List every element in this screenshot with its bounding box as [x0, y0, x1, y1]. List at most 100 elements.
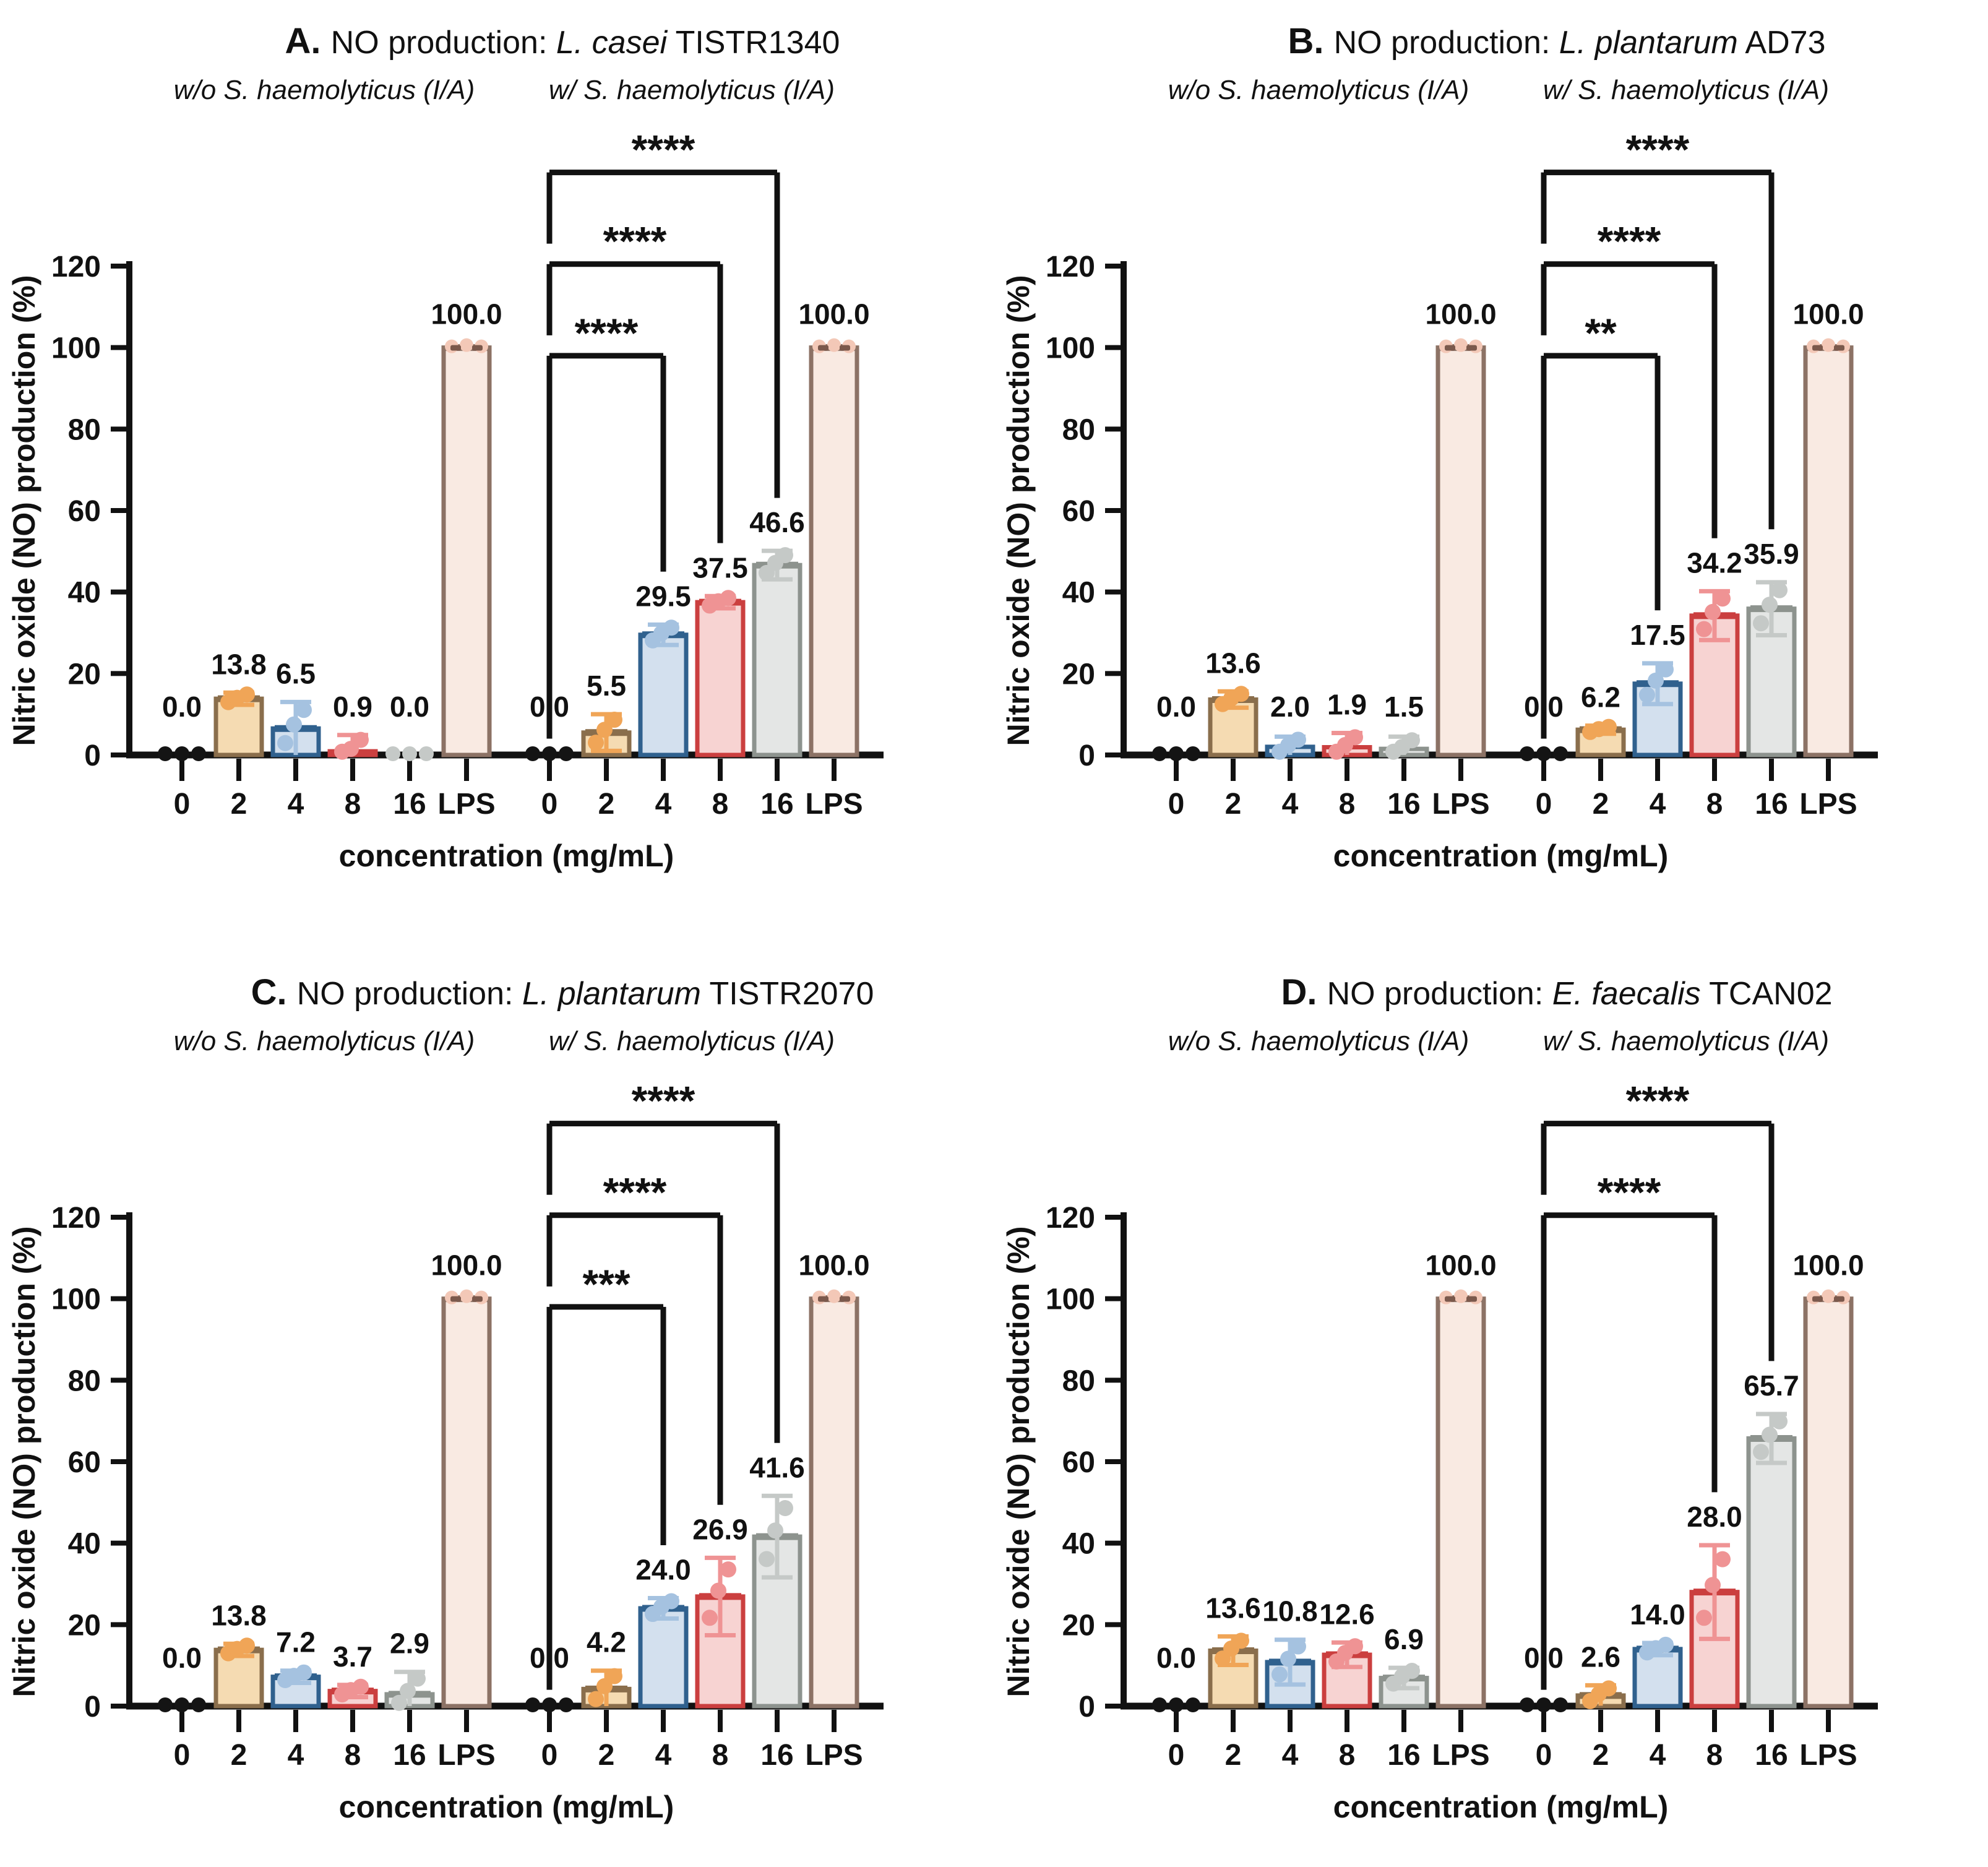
data-point — [419, 746, 434, 761]
value-label-with-8: 37.5 — [692, 551, 748, 584]
x-axis-title: concentration (mg/mL) — [339, 839, 674, 873]
lps-top-dash — [450, 345, 461, 351]
panel-C-chart: C. NO production: L. plantarum TISTR2070… — [7, 972, 884, 1824]
x-tick-label: 8 — [1706, 788, 1723, 821]
panel-c-no-production-l-plantarum-tistr2070: C. NO production: L. plantarum TISTR2070… — [2, 957, 991, 1867]
x-tick-label: 8 — [345, 788, 361, 821]
x-tick-label: 2 — [231, 1739, 247, 1772]
subtitle-with: w/ S. haemolyticus (I/A) — [549, 75, 835, 105]
panel-title: D. NO production: E. faecalis TCAN02 — [1281, 972, 1832, 1012]
value-label-with-4: 17.5 — [1630, 619, 1685, 651]
y-tick-label: 40 — [68, 577, 101, 610]
x-tick-label: 0 — [174, 788, 191, 821]
value-label-without-4: 10.8 — [1262, 1595, 1318, 1628]
data-point — [1762, 1426, 1778, 1443]
x-tick-label: 4 — [655, 788, 672, 821]
lps-top-dash — [1445, 345, 1455, 351]
value-label-without-2: 13.8 — [211, 648, 267, 680]
value-label-without-8: 12.6 — [1319, 1598, 1375, 1630]
lps-top-dash — [1834, 345, 1844, 351]
subtitle-without: w/o S. haemolyticus (I/A) — [174, 75, 475, 105]
x-tick-label: 4 — [655, 1739, 672, 1772]
value-label-without-8: 1.9 — [1327, 688, 1367, 720]
panel-a-no-production-l-casei: A. NO production: L. casei TISTR1340 w/o … — [2, 6, 991, 916]
data-point — [1280, 737, 1296, 754]
y-tick-label: 40 — [1062, 577, 1095, 610]
value-label-with-2: 5.5 — [587, 670, 626, 702]
data-point — [606, 712, 622, 728]
value-label-without-LPS: 100.0 — [431, 298, 502, 330]
data-point — [158, 1697, 173, 1712]
x-tick-label: 2 — [598, 788, 615, 821]
data-point — [229, 689, 245, 706]
data-point — [542, 746, 557, 761]
data-point — [1169, 746, 1184, 761]
y-tick-label: 100 — [51, 332, 101, 365]
panel-b-no-production-l-plantarum-ad73: B. NO production: L. plantarum AD73 w/o S… — [997, 6, 1986, 916]
data-point — [525, 1697, 540, 1712]
y-tick-label: 0 — [1078, 739, 1095, 772]
value-label-without-16: 2.9 — [390, 1628, 429, 1660]
value-label-with-LPS: 100.0 — [1792, 1249, 1864, 1282]
data-point — [559, 1697, 574, 1712]
x-tick-label: 16 — [1387, 1739, 1420, 1772]
data-point — [710, 1582, 726, 1599]
data-point — [767, 1522, 783, 1539]
data-point — [391, 1694, 407, 1711]
x-axis-title: concentration (mg/mL) — [1333, 1790, 1669, 1824]
data-point — [596, 722, 613, 738]
bar-with-LPS — [1803, 1296, 1854, 1709]
x-tick-label: 4 — [288, 1739, 304, 1772]
significance-stars: **** — [603, 218, 667, 264]
significance-stars: ** — [1585, 310, 1617, 356]
significance-stars: **** — [632, 127, 695, 173]
value-label-without-4: 2.0 — [1270, 691, 1310, 723]
value-label-with-8: 26.9 — [692, 1513, 748, 1545]
lps-top-dash — [1812, 1296, 1823, 1302]
y-axis-title: Nitric oxide (NO) production (%) — [1001, 275, 1036, 746]
data-point — [525, 746, 540, 761]
data-point — [1280, 1650, 1296, 1667]
value-label-with-LPS: 100.0 — [798, 1249, 869, 1282]
lps-top-dash — [472, 1296, 483, 1302]
data-point — [1394, 739, 1410, 756]
data-point — [827, 1289, 841, 1303]
x-tick-label: 0 — [1536, 1739, 1552, 1772]
panel-title: C. NO production: L. plantarum TISTR2070 — [251, 972, 874, 1012]
y-tick-label: 0 — [84, 1691, 101, 1723]
lps-top-dash — [1466, 1296, 1477, 1302]
x-tick-label: 2 — [1593, 1739, 1609, 1772]
value-label-without-16: 6.9 — [1384, 1623, 1424, 1655]
lps-top-dash — [1812, 345, 1823, 351]
bar-without-LPS — [1435, 345, 1486, 757]
data-point — [158, 746, 173, 761]
y-tick-label: 120 — [51, 251, 101, 283]
y-tick-label: 40 — [1062, 1528, 1095, 1561]
subtitle-without: w/o S. haemolyticus (I/A) — [1168, 1026, 1469, 1056]
x-tick-label: LPS — [1432, 788, 1489, 821]
x-tick-label: 16 — [760, 788, 793, 821]
data-point — [174, 1697, 189, 1712]
data-point — [606, 1668, 622, 1684]
x-tick-label: LPS — [805, 788, 863, 821]
y-tick-label: 20 — [68, 1609, 101, 1642]
subtitle-with: w/ S. haemolyticus (I/A) — [549, 1026, 835, 1056]
value-label-without-0: 0.0 — [162, 691, 202, 723]
subtitle-with: w/ S. haemolyticus (I/A) — [1543, 75, 1829, 105]
significance-stars: **** — [632, 1078, 695, 1124]
x-tick-label: 0 — [1536, 788, 1552, 821]
data-point — [1771, 582, 1788, 598]
y-tick-label: 60 — [68, 495, 101, 528]
value-label-without-0: 0.0 — [162, 1642, 202, 1674]
x-tick-label: 8 — [712, 1739, 729, 1772]
y-tick-label: 20 — [1062, 658, 1095, 691]
data-point — [542, 1697, 557, 1712]
x-tick-label: 16 — [1387, 788, 1420, 821]
y-tick-label: 120 — [1046, 251, 1095, 283]
bar-with-LPS — [1803, 345, 1854, 757]
lps-top-dash — [472, 345, 483, 351]
value-label-without-16: 1.5 — [1384, 691, 1424, 723]
x-tick-label: 16 — [1755, 1739, 1788, 1772]
bar-with-4 — [638, 632, 689, 757]
value-label-with-4: 14.0 — [1630, 1598, 1685, 1631]
